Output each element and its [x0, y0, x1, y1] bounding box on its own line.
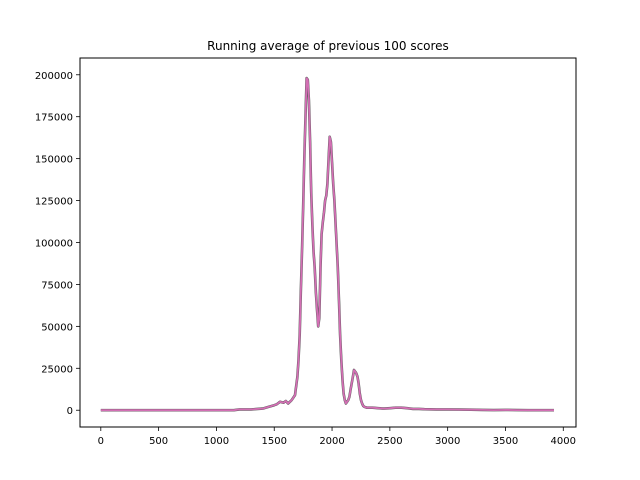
chart-title: Running average of previous 100 scores: [207, 39, 449, 53]
x-tick-label: 3500: [493, 436, 518, 447]
x-tick-label: 3000: [435, 436, 460, 447]
x-tick-label: 4000: [551, 436, 576, 447]
plot-data: [100, 76, 554, 412]
x-tick-label: 1000: [204, 436, 229, 447]
y-tick-label: 50000: [41, 322, 73, 333]
y-tick-label: 100000: [35, 239, 73, 250]
y-tick-label: 25000: [41, 364, 73, 375]
y-tick-label: 125000: [35, 197, 73, 208]
x-tick-label: 500: [149, 436, 168, 447]
x-tick-label: 2500: [377, 436, 402, 447]
y-tick-label: 75000: [41, 280, 73, 291]
y-tick-label: 175000: [35, 113, 73, 124]
series-line: [100, 77, 554, 412]
x-tick-label: 1500: [262, 436, 287, 447]
x-tick-label: 0: [98, 436, 104, 447]
axes: 0 500 1000 1500 2000 2500 3000 3500 4000 0 25000 50…: [35, 71, 576, 447]
y-tick-label: 0: [67, 406, 73, 417]
plot-frame: [79, 57, 577, 428]
y-tick-label: 150000: [35, 155, 73, 166]
x-tick-label: 2000: [319, 436, 344, 447]
y-tick-label: 200000: [35, 71, 73, 82]
